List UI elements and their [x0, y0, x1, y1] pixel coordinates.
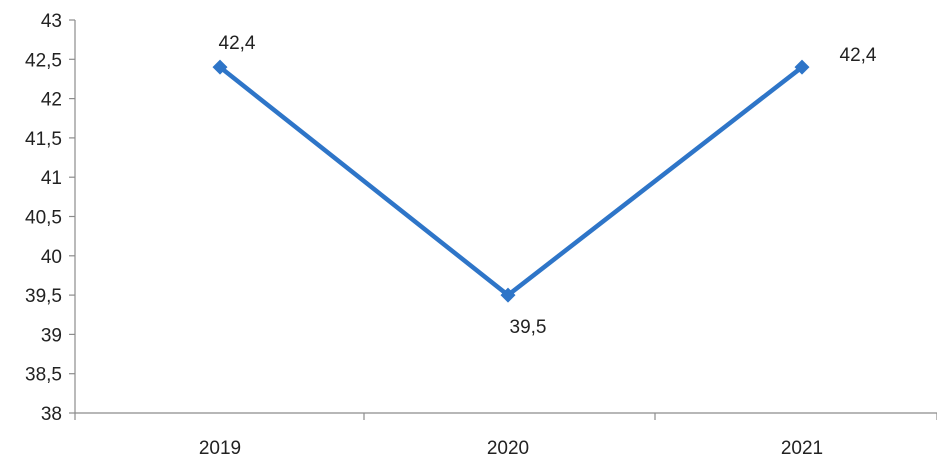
y-tick-label: 41,5: [25, 129, 62, 150]
y-tick-label: 39,5: [25, 286, 62, 307]
data-label: 39,5: [510, 317, 547, 338]
x-tick-label: 2020: [487, 438, 529, 456]
data-label: 42,4: [219, 33, 256, 54]
y-tick-label: 40: [41, 247, 62, 268]
y-tick-label: 41: [41, 168, 62, 189]
x-tick-label: 2019: [199, 438, 241, 456]
y-tick-label: 43: [41, 11, 62, 32]
data-point-marker: [212, 59, 228, 75]
tick-labels-layer: 38 38,5 39 39,5 40 40,5 41 41,5 42 42,5 43 2019 2020…: [25, 11, 823, 456]
y-tick-label: 42: [41, 90, 62, 111]
data-point-marker: [794, 59, 810, 75]
x-tick-label: 2021: [781, 438, 823, 456]
y-tick-label: 38: [41, 404, 62, 425]
y-tick-label: 40,5: [25, 208, 62, 229]
series-layer: [212, 59, 810, 303]
series-line: [217, 64, 805, 298]
data-point-marker: [500, 287, 516, 303]
y-tick-label: 39: [41, 325, 62, 346]
data-label: 42,4: [840, 45, 877, 66]
axes-layer: [69, 19, 937, 420]
y-tick-label: 38,5: [25, 365, 62, 386]
data-labels-layer: 42,4 39,5 42,4: [219, 33, 877, 338]
y-tick-label: 42,5: [25, 50, 62, 71]
